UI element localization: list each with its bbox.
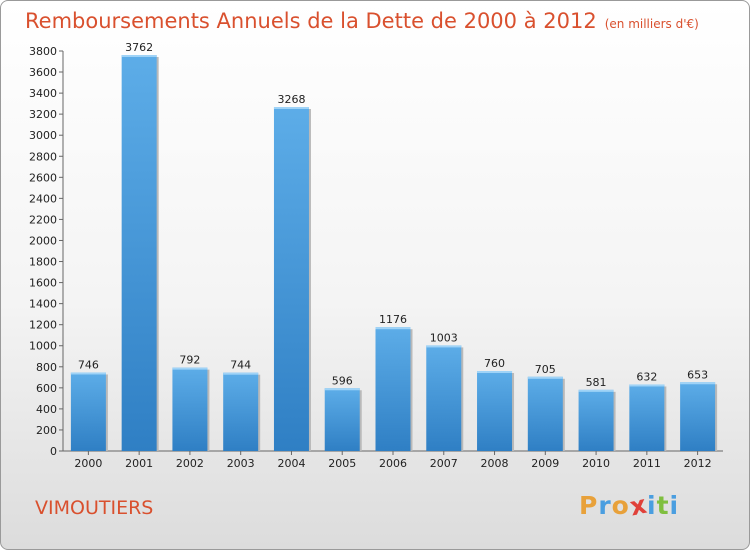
y-tick-label: 400 (36, 403, 57, 416)
y-tick-label: 1200 (29, 319, 57, 332)
bar-value-label: 760 (484, 357, 505, 370)
y-tick-label: 1800 (29, 256, 57, 269)
bar-2007 (426, 345, 462, 451)
city-name: VIMOUTIERS (35, 497, 154, 519)
bar-highlight (629, 384, 665, 387)
bar-2001 (121, 55, 157, 451)
y-tick-label: 1400 (29, 298, 57, 311)
y-tick-label: 1000 (29, 340, 57, 353)
y-tick-label: 1600 (29, 277, 57, 290)
x-tick-label: 2002 (176, 457, 204, 470)
y-tick-label: 3600 (29, 66, 57, 79)
x-tick-label: 2012 (684, 457, 712, 470)
bar-2010 (578, 389, 614, 451)
x-tick-label: 2001 (125, 457, 153, 470)
logo-letter: o (611, 491, 630, 520)
bar-value-label: 3268 (277, 93, 305, 106)
bar-highlight (223, 372, 259, 375)
logo-letter: i (647, 491, 657, 520)
logo-letter: P (579, 491, 599, 520)
bar-highlight (273, 107, 309, 109)
y-tick-label: 3000 (29, 129, 57, 142)
bar-2012 (680, 382, 716, 451)
logo-letter: r (598, 491, 612, 520)
bar-value-label: 632 (636, 370, 657, 383)
bar-2006 (375, 327, 411, 451)
bar-2000 (70, 372, 106, 451)
y-tick-label: 800 (36, 361, 57, 374)
bar-2002 (172, 367, 208, 451)
y-tick-label: 2600 (29, 171, 57, 184)
bar-highlight (527, 376, 563, 379)
logo-letter: i (669, 491, 680, 520)
bar-2009 (527, 376, 563, 451)
bar-2005 (324, 388, 360, 451)
y-tick-label: 3800 (29, 45, 57, 58)
bar-value-label: 596 (332, 374, 353, 387)
bar-value-label: 705 (535, 363, 556, 376)
y-tick-label: 200 (36, 424, 57, 437)
bar-highlight (477, 371, 513, 373)
x-tick-label: 2004 (277, 457, 305, 470)
chart-title-text: Remboursements Annuels de la Dette de 20… (25, 9, 597, 33)
x-tick-label: 2005 (328, 457, 356, 470)
bar-highlight (121, 55, 157, 57)
bar-value-label: 1176 (379, 313, 407, 326)
bar-highlight (375, 327, 411, 330)
bar-highlight (680, 382, 716, 385)
bar-2011 (629, 384, 665, 451)
logo-letter: t (656, 491, 670, 520)
bar-value-label: 581 (586, 376, 607, 389)
y-tick-label: 3200 (29, 108, 57, 121)
y-tick-label: 2400 (29, 192, 57, 205)
bar-highlight (324, 388, 360, 391)
bar-highlight (172, 367, 208, 370)
bar-value-label: 3762 (125, 41, 153, 54)
bar-2003 (223, 372, 259, 451)
x-tick-label: 2011 (633, 457, 661, 470)
bar-value-label: 744 (230, 359, 251, 372)
bar-value-label: 792 (179, 354, 200, 367)
x-tick-label: 2003 (227, 457, 255, 470)
y-tick-label: 600 (36, 382, 57, 395)
x-tick-label: 2000 (74, 457, 102, 470)
bar-highlight (70, 372, 106, 375)
bar-2004 (273, 107, 309, 451)
bar-highlight (426, 345, 462, 348)
chart-subtitle: (en milliers d'€) (604, 17, 699, 31)
chart-title: Remboursements Annuels de la Dette de 20… (25, 9, 699, 33)
bar-value-label: 1003 (430, 331, 458, 344)
y-tick-label: 2800 (29, 150, 57, 163)
x-tick-label: 2007 (430, 457, 458, 470)
y-tick-label: 2000 (29, 234, 57, 247)
y-tick-label: 3400 (29, 87, 57, 100)
x-tick-label: 2006 (379, 457, 407, 470)
bar-value-label: 746 (78, 358, 99, 371)
x-tick-label: 2009 (531, 457, 559, 470)
proxiti-logo: Proxiti (579, 490, 680, 522)
bar-value-label: 653 (687, 368, 708, 381)
x-tick-label: 2008 (481, 457, 509, 470)
bar-2008 (477, 371, 513, 451)
y-tick-label: 0 (50, 445, 57, 458)
x-tick-label: 2010 (582, 457, 610, 470)
bar-highlight (578, 389, 614, 392)
y-tick-label: 2200 (29, 213, 57, 226)
